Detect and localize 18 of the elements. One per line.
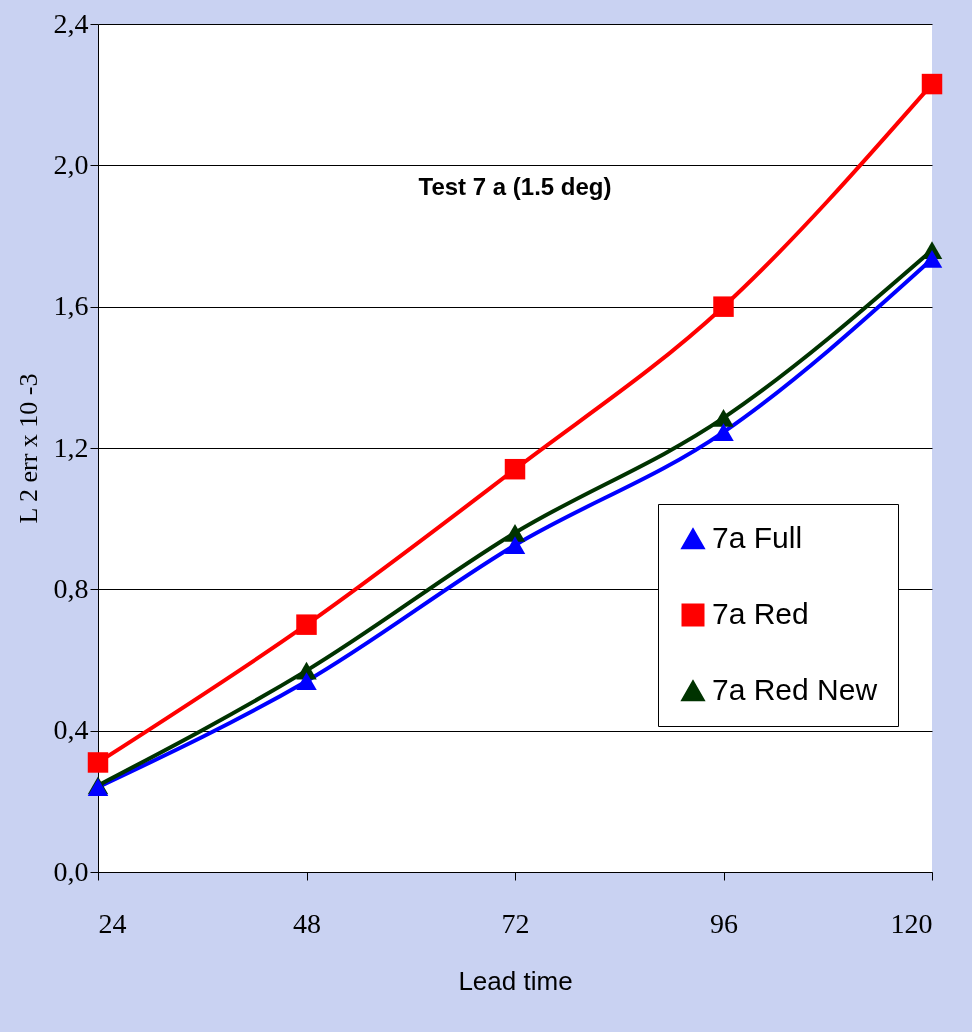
x-tick-label: 96 — [710, 907, 738, 939]
y-tick-label: 0,4 — [53, 714, 89, 746]
y-tick-label: 1,6 — [53, 290, 89, 322]
x-tick-label: 72 — [501, 907, 530, 939]
text: Test 7 a (1.5 deg) — [418, 173, 612, 200]
x-axis-title: Lead time — [458, 965, 573, 996]
y-tick-label: 0,8 — [53, 572, 89, 604]
x-tick-label: 24 — [98, 907, 127, 939]
y-axis-title: L 2 err x 10 -3 — [13, 373, 43, 524]
legend-label: 7a Red New — [712, 673, 878, 706]
y-tick-label: 0,0 — [53, 855, 89, 887]
legend-label: 7a Red — [712, 597, 809, 630]
y-tick-label: 2,4 — [53, 7, 89, 39]
y-tick-label: 1,2 — [53, 431, 89, 463]
y-tick-label: 2,0 — [53, 148, 89, 180]
x-tick-label: 48 — [293, 907, 321, 939]
x-tick-label: 120 — [890, 907, 933, 939]
legend-label: 7a Full — [712, 521, 803, 554]
